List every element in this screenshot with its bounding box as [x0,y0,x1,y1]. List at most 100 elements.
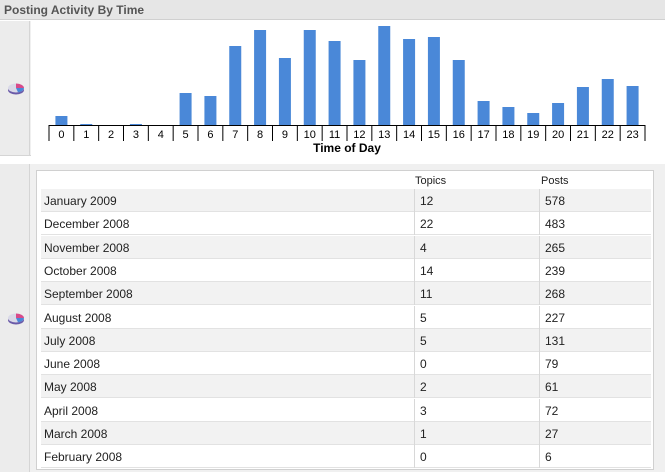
bar [502,107,515,125]
bar [626,86,639,125]
x-tick-label: 7 [232,129,238,141]
x-tick-label: 18 [502,129,514,141]
month-cell: January 2009 [44,194,117,208]
column-divider [414,305,415,329]
column-divider [414,445,415,469]
bar [576,87,589,125]
bar [179,93,192,125]
month-cell: June 2008 [44,357,101,372]
topics-cell: 2 [420,380,427,395]
topics-cell: 3 [420,403,427,418]
posts-cell: 27 [545,427,559,441]
month-cell: November 2008 [44,240,130,255]
month-cell: March 2008 [44,427,108,441]
x-tick-label: 0 [58,129,64,141]
chart-area: 0 1 2 3 4 5 6 7 8 9 10 11 12 13 14 15 16 17 18 19 20 21 22 23 Ti… [31,21,665,156]
posts-cell: 268 [545,287,566,302]
column-divider [539,235,540,259]
pie-chart-icon[interactable] [6,310,26,326]
topics-cell: 22 [420,217,434,232]
table-row: March 2008 1 27 [41,422,651,445]
month-cell: July 2008 [44,333,96,348]
x-tick-label: 12 [353,129,365,141]
column-divider [539,422,540,445]
chart-side-column [0,21,30,155]
table-side-column [0,164,30,472]
bar [278,58,291,125]
table-row: August 2008 5 227 [41,305,651,329]
bar [204,96,217,125]
bar [477,101,490,125]
bar [303,30,316,125]
table-row: January 2009 12 578 [41,189,651,212]
table-row: June 2008 0 79 [41,352,651,376]
column-divider [414,212,415,236]
topics-cell: 5 [420,333,427,348]
month-cell: April 2008 [44,403,99,418]
bar [328,41,341,125]
table-row: April 2008 3 72 [41,398,651,422]
posts-cell: 61 [545,380,559,395]
x-tick-label: 23 [626,129,638,141]
x-tick-label: 13 [378,129,390,141]
topics-cell: 11 [420,287,433,302]
posts-cell: 72 [545,403,559,418]
column-divider [414,398,415,422]
bar [601,79,614,125]
month-cell: February 2008 [44,450,123,465]
x-tick-label: 5 [183,129,189,141]
x-tick-label: 20 [552,129,564,141]
column-divider [414,258,415,282]
month-cell: August 2008 [44,310,112,325]
column-divider [539,375,540,399]
posts-cell: 578 [545,194,566,208]
month-cell: December 2008 [44,217,130,232]
table-row: November 2008 4 265 [41,235,651,259]
month-cell: May 2008 [44,380,97,395]
bar [55,116,68,125]
pie-chart-icon[interactable] [6,80,26,96]
x-tick-label: 19 [527,129,539,141]
section-header: Posting Activity By Time [0,0,665,20]
bar [427,37,440,125]
table-row: May 2008 2 61 [41,375,651,399]
column-divider [539,282,540,306]
posts-cell: 265 [545,240,566,255]
bar [403,39,416,125]
table-row: September 2008 11 268 [41,282,651,306]
bar [378,26,391,125]
topics-cell: 5 [420,310,427,325]
column-divider [414,375,415,399]
bar [229,46,242,125]
column-divider [414,328,415,352]
bar [353,60,366,125]
column-divider [539,445,540,469]
x-tick-label: 10 [304,129,316,141]
topics-cell: 0 [420,450,427,465]
column-divider [539,258,540,282]
table-row: December 2008 22 483 [41,212,651,236]
x-tick-label: 2 [108,129,114,141]
posts-cell: 483 [545,217,566,232]
x-tick-label: 9 [282,129,288,141]
x-tick-label: 15 [428,129,440,141]
column-divider [414,352,415,376]
column-divider [539,352,540,376]
x-tick-label: 16 [453,129,465,141]
column-divider [414,282,415,306]
topics-cell: 0 [420,357,427,372]
posts-cell: 227 [545,310,566,325]
x-tick-label: 11 [329,129,340,141]
column-divider [539,398,540,422]
x-tick-label: 21 [577,129,589,141]
x-tick-label: 6 [207,129,213,141]
x-tick-label: 14 [403,129,415,141]
posts-cell: 6 [545,450,552,465]
bar [452,60,465,125]
table-header: Topics Posts [37,171,653,189]
section-title: Posting Activity By Time [4,3,145,17]
x-tick-label: 4 [158,129,164,141]
column-divider [414,235,415,259]
posts-cell: 79 [545,357,559,372]
x-tick-label: 3 [133,129,139,141]
